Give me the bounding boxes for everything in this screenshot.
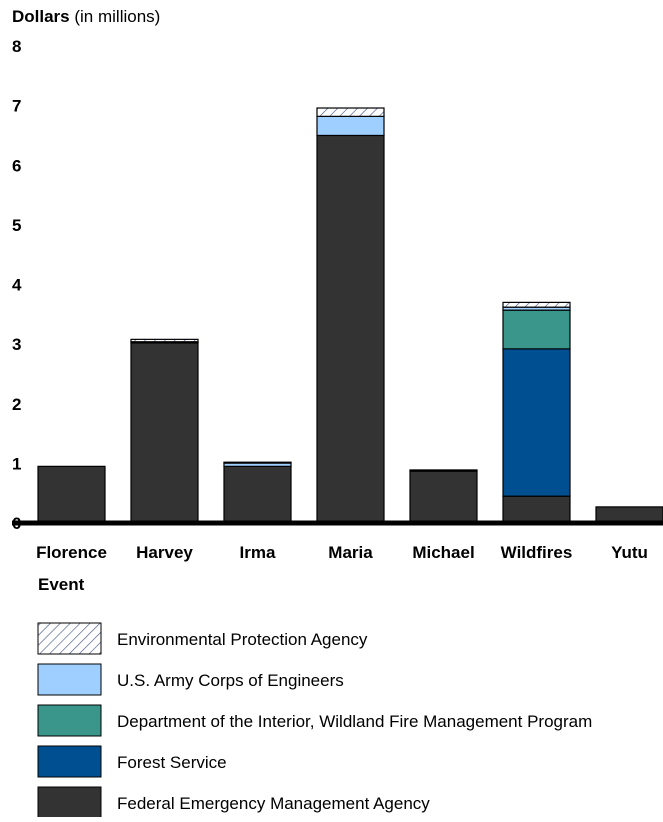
bar-segment-irma-environmental-protection-agency [223, 461, 292, 464]
y-tick-label: 3 [12, 335, 21, 354]
y-axis-title-rest: (in millions) [70, 7, 161, 26]
bar-segment-harvey-environmental-protection-agency [130, 338, 199, 343]
y-tick-label: 1 [12, 454, 21, 473]
bar-segment-florence-federal-emergency-management-agency [37, 465, 106, 524]
x-tick-label: Harvey [136, 543, 193, 562]
legend: Environmental Protection Agency U.S. Army… [37, 622, 592, 819]
bar-segment-wildfires-forest-service [502, 348, 571, 497]
legend-swatch-department-of-the-interior-wildland-fire-management-program [37, 704, 102, 737]
bar-segment-wildfires-environmental-protection-agency [502, 301, 571, 308]
bar-segment-maria-u-s-army-corps-of-engineers [316, 115, 385, 137]
x-tick-label: Yutu [611, 543, 648, 562]
x-tick-label: Maria [328, 543, 373, 562]
y-tick-label: 2 [12, 395, 21, 414]
bar-segment-irma-federal-emergency-management-agency [223, 465, 292, 524]
legend-label: Environmental Protection Agency [117, 630, 368, 649]
bar-segment-wildfires-department-of-the-interior-wildland-fire-management-program [502, 309, 571, 350]
bar-segment-harvey-federal-emergency-management-agency [130, 342, 199, 524]
legend-label: Department of the Interior, Wildland Fir… [117, 712, 592, 731]
y-tick-label: 4 [12, 276, 22, 295]
x-tick-label: Florence [36, 543, 107, 562]
y-tick-label: 6 [12, 156, 21, 175]
legend-swatch-federal-emergency-management-agency [37, 786, 102, 819]
y-axis-title-bold: Dollars [12, 7, 70, 26]
bar-segment-maria-environmental-protection-agency [316, 107, 385, 117]
legend-swatch-u-s-army-corps-of-engineers [37, 663, 102, 696]
x-tick-label: Irma [240, 543, 276, 562]
legend-swatch-forest-service [37, 745, 102, 778]
x-axis-title: Event [38, 575, 85, 594]
bar-segment-michael-federal-emergency-management-agency [409, 470, 478, 524]
y-tick-label: 8 [12, 37, 21, 56]
x-axis-tick-labels: Florence Harvey Irma Maria Michael Wildfires Y… [36, 543, 648, 562]
legend-swatch-environmental-protection-agency [37, 622, 102, 655]
y-tick-label: 5 [12, 216, 21, 235]
x-tick-label: Wildfires [501, 543, 573, 562]
bar-segment-maria-federal-emergency-management-agency [316, 134, 385, 524]
bar-segment-wildfires-federal-emergency-management-agency [502, 495, 571, 524]
y-tick-label: 7 [12, 97, 21, 116]
x-tick-label: Michael [412, 543, 474, 562]
y-axis-tick-labels: 012345678 [12, 37, 22, 533]
y-axis-title: Dollars (in millions) [12, 7, 160, 26]
legend-label: Forest Service [117, 753, 227, 772]
legend-label: U.S. Army Corps of Engineers [117, 671, 344, 690]
legend-label: Federal Emergency Management Agency [117, 794, 430, 813]
bars [37, 107, 663, 524]
bar-segment-michael-forest-service [409, 469, 478, 472]
